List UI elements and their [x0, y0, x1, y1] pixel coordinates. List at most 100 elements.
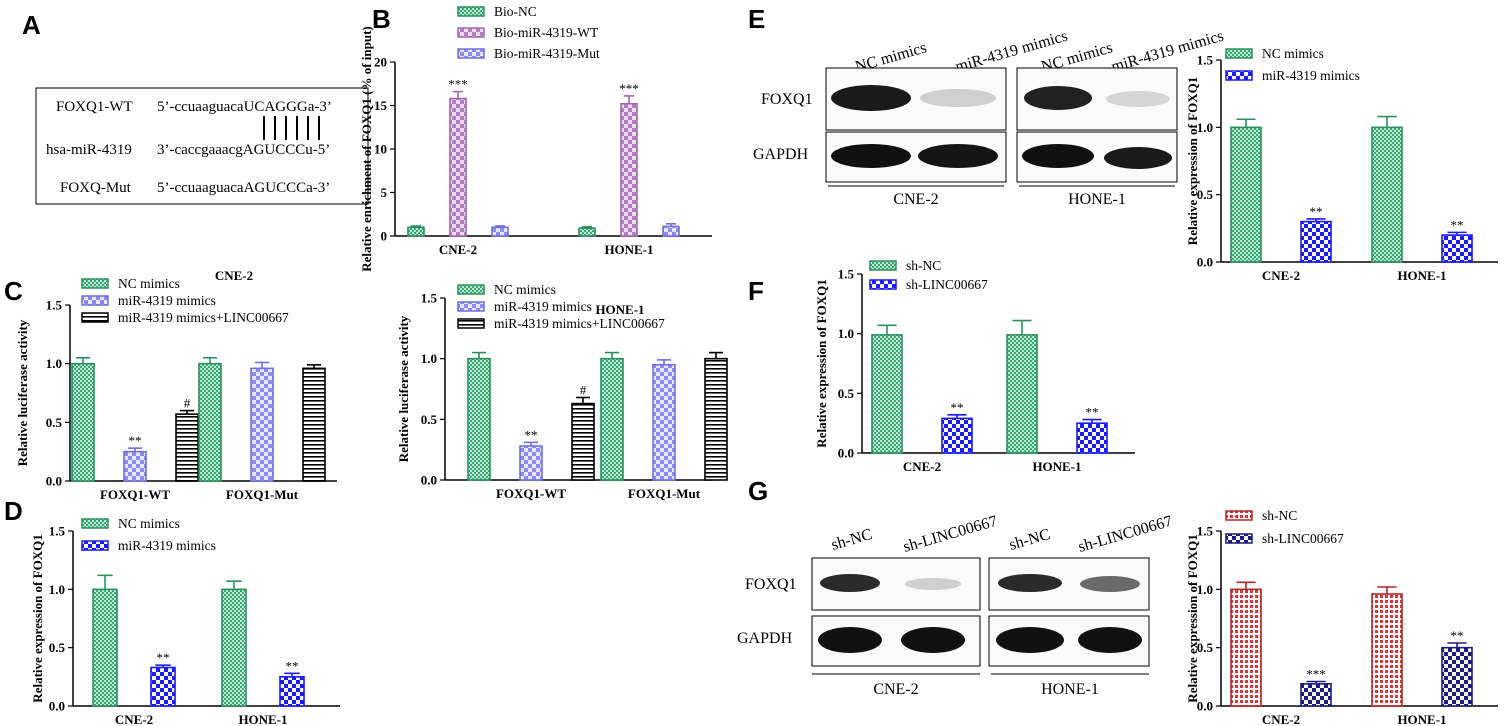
bar — [1300, 683, 1332, 707]
lane-label: sh-NC — [829, 526, 874, 554]
bar — [578, 227, 596, 237]
blot-row-label: GAPDH — [753, 146, 809, 163]
alignment-row-name: FOXQ1-WT — [56, 99, 133, 115]
y-tick-label: 10 — [374, 142, 387, 157]
y-axis-title: Relative enrichment of FOXQ1 (% of input… — [359, 26, 374, 272]
y-tick-label: 15 — [374, 98, 388, 113]
bar — [1300, 220, 1332, 263]
y-tick-label: 0.0 — [1197, 255, 1213, 270]
y-tick-label: 1.0 — [421, 351, 437, 366]
legend-swatch — [1225, 510, 1253, 521]
chart-c1: C CNE-2 0.0 0.5 1.0 1.5 Relative luciferase ac… — [4, 268, 337, 502]
panel-a-sequence-alignment: A FOXQ1-WT 5’-ccuaaguacaUCAGGGa-3’ hsa-m… — [22, 10, 369, 205]
y-tick-label: 1.5 — [49, 524, 66, 539]
legend-label: sh-LINC00667 — [906, 277, 988, 292]
legend-swatch — [457, 27, 485, 38]
significance-label: ** — [129, 433, 142, 448]
bar — [704, 357, 728, 481]
legend-label: miR-4319 mimics+LINC00667 — [494, 316, 665, 331]
alignment-row-seq: 5’-ccuaaguacaAGUCCCa-3’ — [157, 180, 330, 196]
y-axis-title: Relative expression of FOXQ1 — [1185, 534, 1200, 702]
significance-label: ** — [951, 400, 964, 415]
cell-line-label: HONE-1 — [1041, 681, 1099, 698]
alignment-row-seq: 5’-ccuaaguacaUCAGGGa-3’ — [157, 99, 332, 115]
legend-swatch — [457, 318, 485, 329]
bar — [175, 413, 199, 482]
legend-label: NC mimics — [118, 516, 180, 531]
y-tick-label: 0.0 — [1197, 699, 1213, 714]
x-category-label: CNE-2 — [115, 712, 153, 726]
bar — [571, 402, 595, 481]
base-pairing-lines — [263, 116, 320, 140]
y-tick-label: 0 — [381, 229, 388, 244]
y-tick-label: 5 — [381, 185, 388, 200]
y-tick-label: 1.0 — [838, 326, 854, 341]
blot-row-label: GAPDH — [737, 630, 793, 647]
bar — [1441, 646, 1473, 707]
significance-label: # — [580, 382, 587, 397]
y-tick-label: 0.0 — [46, 474, 62, 489]
alignment-row-name: FOXQ-Mut — [60, 180, 132, 196]
significance-label: ** — [525, 427, 538, 442]
protein-band — [1106, 91, 1170, 107]
legend-label: Bio-NC — [494, 4, 537, 19]
protein-band — [998, 574, 1062, 592]
y-tick-label: 0.5 — [838, 386, 855, 401]
legend-swatch — [869, 260, 897, 271]
bar — [871, 334, 903, 454]
legend-swatch — [457, 284, 485, 295]
blot-row-label: FOXQ1 — [745, 576, 797, 593]
legend-label: Bio-miR-4319-Mut — [494, 46, 600, 61]
protein-band — [1022, 144, 1094, 168]
blot-row-label: FOXQ1 — [761, 91, 813, 108]
alignment-row-name: hsa-miR-4319 — [46, 142, 132, 158]
chart-title: HONE-1 — [595, 302, 644, 317]
lane-label: sh-LINC00667 — [1076, 513, 1174, 556]
bar — [198, 362, 222, 482]
x-category-label: HONE-1 — [604, 242, 653, 257]
y-tick-label: 1.0 — [46, 356, 62, 371]
bar — [519, 445, 543, 481]
protein-band — [918, 144, 998, 168]
legend-swatch — [81, 540, 109, 551]
significance-label: ** — [286, 658, 299, 673]
panel-letter-g: G — [748, 476, 768, 506]
bar — [1441, 234, 1473, 263]
bar — [123, 450, 147, 482]
bar — [71, 362, 95, 482]
bar — [449, 97, 467, 237]
y-axis-title: Relative luciferase activity — [15, 319, 30, 466]
significance-label: *** — [1306, 667, 1326, 682]
legend-label: miR-4319 mimics — [118, 293, 216, 308]
bar — [92, 588, 118, 707]
bar — [1371, 593, 1403, 707]
chart-e: 0.0 0.5 1.0 1.5 Relative expression of FOXQ1… — [1185, 46, 1498, 283]
x-category-label: FOXQ1-WT — [496, 486, 566, 501]
y-axis-title: Relative luciferase activity — [396, 315, 411, 462]
legend-swatch — [457, 6, 485, 17]
significance-label: ** — [157, 650, 170, 665]
bar — [467, 357, 491, 481]
y-tick-label: 1.5 — [421, 291, 438, 306]
lane-label: sh-NC — [1007, 526, 1052, 554]
panel-letter: F — [748, 276, 764, 306]
bar — [1230, 588, 1262, 707]
protein-band — [901, 627, 965, 653]
significance-label: ** — [1310, 204, 1323, 219]
y-tick-label: 1.5 — [46, 298, 63, 313]
legend-swatch — [81, 312, 109, 323]
cell-line-label: CNE-2 — [893, 191, 938, 208]
y-axis-title: Relative expression of FOXQ1 — [30, 534, 45, 702]
panel-letter-e: E — [748, 4, 765, 34]
bar — [1076, 422, 1108, 454]
chart-c2: HONE-1 0.0 0.5 1.0 1.5 Relative luciferase ac… — [396, 282, 728, 501]
y-tick-label: 0.5 — [1197, 187, 1214, 202]
lane-label: sh-LINC00667 — [901, 513, 999, 556]
legend-swatch — [81, 295, 109, 306]
bar — [279, 676, 305, 707]
bar — [1006, 334, 1038, 454]
legend-label: miR-4319 mimics+LINC00667 — [118, 310, 289, 325]
